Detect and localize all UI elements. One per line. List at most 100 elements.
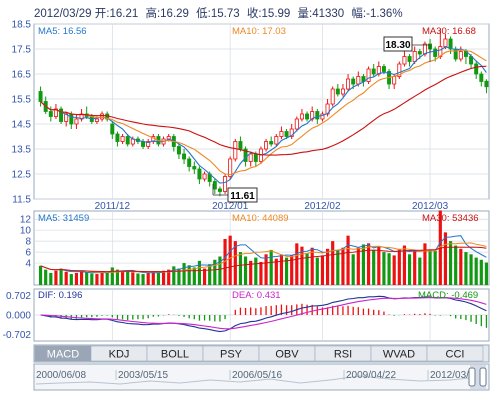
volume-bar: [38, 265, 43, 285]
volume-bar: [54, 270, 58, 285]
candle-body: [315, 111, 320, 120]
timeline-labels: 2000/06/08 2003/05/15 2006/05/16 2009/04/22…: [33, 370, 469, 381]
price-tick-label: 18.5: [12, 20, 32, 31]
timeline-handle-left[interactable]: [468, 367, 476, 387]
candle-body: [48, 111, 53, 117]
volume-bar: [418, 257, 422, 285]
tab-cci[interactable]: CCI: [426, 345, 484, 362]
candle-body: [407, 56, 412, 62]
candle-body: [381, 66, 386, 72]
volume-bar: [167, 269, 171, 285]
candle-body: [110, 123, 115, 135]
timeline-label: 2003/05/15: [118, 370, 168, 381]
tab-boll[interactable]: BOLL: [146, 345, 204, 362]
header-close: 15.99: [262, 8, 291, 20]
timeline-label: 2000/06/08: [36, 370, 86, 381]
candle-body: [69, 113, 74, 125]
date-tick-label: 2011/12: [95, 201, 131, 212]
tab-wvad[interactable]: WVAD: [370, 345, 428, 362]
volume-bar: [387, 253, 391, 285]
candle-body: [320, 113, 325, 120]
date-tick-label: 2012/03: [412, 201, 449, 212]
volume-bars: [38, 210, 489, 285]
volume-bar: [74, 272, 79, 285]
candle-body: [146, 141, 151, 147]
volume-bar: [90, 273, 94, 285]
ma30-line: [40, 65, 487, 156]
candle-body: [59, 108, 64, 122]
timeline-label: 2006/05/16: [232, 370, 282, 381]
candle-body: [305, 113, 310, 120]
dea-line: [40, 297, 487, 330]
volume-bar: [484, 262, 489, 285]
volume-bar: [356, 247, 360, 285]
tab-kdj[interactable]: KDJ: [90, 345, 148, 362]
volume-bar: [223, 238, 227, 285]
volume-bar: [377, 246, 381, 285]
volume-bar: [469, 254, 473, 285]
volume-bar: [305, 253, 309, 285]
price-ma10-label: MA10: 17.03: [232, 26, 286, 37]
tab-obv[interactable]: OBV: [258, 345, 316, 362]
candle-body: [125, 136, 130, 145]
tab-rsi[interactable]: RSI: [314, 345, 372, 362]
volume-bar: [392, 255, 396, 285]
tab-label: BOLL: [161, 349, 189, 361]
macd-axis: 0.702 0.000 -0.702: [3, 291, 32, 341]
tab-macd[interactable]: MACD: [34, 345, 92, 362]
candle-body: [120, 136, 125, 142]
timeline-label: 2012/03/: [430, 370, 469, 381]
candle-body: [38, 91, 43, 102]
volume-bar: [454, 245, 458, 285]
volume-bar: [151, 271, 155, 285]
macd-tick-label: 0.000: [6, 311, 31, 322]
volume-bar: [105, 272, 109, 285]
candle-body: [74, 118, 79, 125]
header-open: 16.21: [109, 8, 138, 20]
volume-bar: [202, 268, 207, 285]
volume-bar: [187, 265, 191, 285]
timeline-handle-right[interactable]: [479, 367, 487, 387]
candle-body: [115, 133, 120, 142]
volume-bar: [331, 241, 335, 285]
candle-body: [176, 146, 181, 155]
tab-psy[interactable]: PSY: [202, 345, 260, 362]
macd-lines: [40, 295, 487, 333]
candle-body: [335, 88, 340, 95]
candle-body: [433, 48, 438, 57]
volume-bar: [208, 264, 212, 285]
volume-bar: [131, 272, 135, 285]
volume-bar: [49, 272, 53, 285]
volume-ma10-label: MA10: 44089: [232, 213, 289, 224]
tab-label: RSI: [334, 349, 352, 361]
macd-tick-label: 0.702: [6, 291, 31, 302]
timeline-navigator[interactable]: [33, 363, 490, 391]
tab-label: KDJ: [109, 349, 130, 361]
volume-ma5-label: MA5: 31459: [38, 213, 89, 224]
volume-bar: [79, 270, 84, 285]
volume-bar: [218, 256, 222, 285]
candle-body: [217, 188, 222, 192]
volume-bar: [172, 266, 176, 285]
volume-bar: [213, 259, 217, 285]
volume-bar: [300, 246, 304, 285]
volume-bar: [197, 260, 202, 285]
volume-bar: [474, 257, 478, 285]
candle-body: [351, 78, 356, 85]
macd-dea-label: DEA: 0.431: [232, 290, 281, 301]
volume-bar: [64, 271, 68, 285]
candle-body: [94, 118, 99, 122]
tab-label: WVAD: [383, 349, 415, 361]
candle-body: [274, 136, 279, 145]
volume-bar: [407, 254, 412, 285]
volume-bar: [315, 257, 319, 285]
candle-body: [474, 63, 479, 75]
candle-body: [453, 48, 458, 60]
volume-bar: [459, 248, 463, 285]
indicator-tabs: MACD KDJ BOLL PSY OBV RSI WVAD CCI: [34, 345, 484, 362]
candle-body: [402, 56, 407, 65]
candle-body: [443, 38, 448, 47]
volume-bar: [464, 252, 468, 285]
candle-body: [223, 176, 228, 192]
